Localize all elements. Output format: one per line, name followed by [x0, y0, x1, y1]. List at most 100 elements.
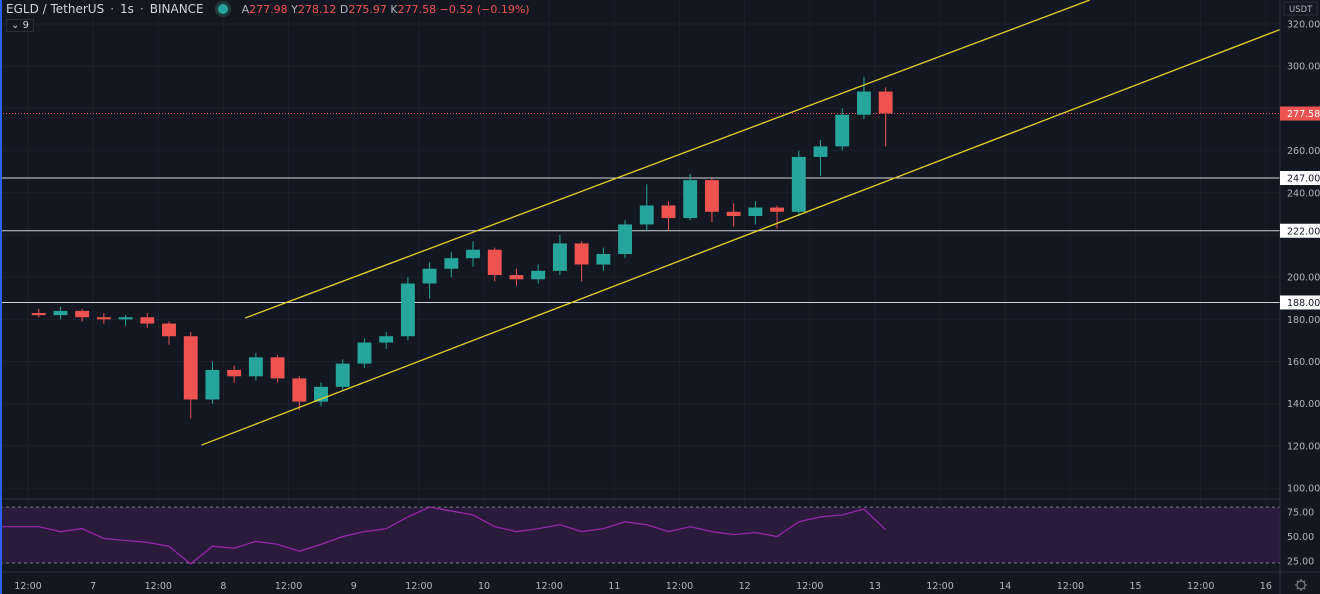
candle [379, 332, 394, 349]
time-tick-label: 12:00 [145, 581, 172, 592]
candle-body [140, 317, 155, 324]
candle [270, 355, 285, 383]
candle-body [31, 313, 46, 316]
candle [835, 108, 850, 151]
candle [205, 361, 220, 404]
price-tick-label: 180.00 [1287, 315, 1320, 326]
candle-body [357, 342, 372, 364]
candle [509, 268, 524, 286]
last-price-tag [1280, 106, 1320, 121]
candle [661, 201, 676, 231]
candle [813, 140, 828, 176]
candle-body [379, 336, 394, 343]
candle [704, 178, 719, 223]
candle-body [422, 268, 437, 284]
channel-trendline [201, 13, 1320, 446]
rsi-tick-label: 50.00 [1287, 532, 1314, 543]
candle-body [574, 243, 589, 265]
gear-icon-tooth [1296, 580, 1299, 583]
exchange: BINANCE [149, 2, 204, 16]
level-price-label: 247.00 [1287, 174, 1320, 185]
symbol-name[interactable]: EGLD / TetherUS [6, 2, 105, 16]
candle [118, 315, 133, 326]
candle [487, 247, 502, 282]
price-change: −0.52 (−0.19%) [439, 2, 530, 16]
time-tick-label: 13 [869, 581, 881, 592]
candle [878, 87, 893, 147]
time-tick-label: 11 [608, 581, 620, 592]
candle-body [270, 357, 285, 379]
candle-body [596, 253, 611, 265]
chevron-down-icon: ⌄ [11, 20, 20, 31]
candle-body [118, 317, 133, 320]
candle-body [227, 369, 242, 377]
candle-body [487, 249, 502, 276]
gear-icon[interactable] [1295, 579, 1307, 591]
candle [400, 277, 415, 341]
time-tick-label: 7 [90, 581, 96, 592]
candle [683, 173, 698, 221]
candle [292, 376, 307, 411]
currency-box [1283, 1, 1318, 16]
interval: 1s [120, 2, 134, 16]
time-tick-label: 12:00 [796, 581, 823, 592]
candle [314, 382, 328, 406]
price-tick-label: 260.00 [1287, 146, 1320, 157]
candle [96, 313, 111, 324]
candle-body [531, 270, 546, 280]
candle-body [748, 207, 763, 216]
ohlc-values: A277.98 Y278.12 D275.97 K277.58 −0.52 (−… [241, 2, 530, 16]
price-tick-label: 240.00 [1287, 188, 1320, 199]
candle-body [183, 336, 198, 400]
price-tick-label: 160.00 [1287, 357, 1320, 368]
candle-body [835, 114, 850, 147]
candle-body [292, 378, 307, 402]
candle-body [162, 323, 176, 337]
time-tick-label: 9 [351, 581, 357, 592]
time-tick-label: 12:00 [666, 581, 693, 592]
candle [552, 234, 567, 276]
rsi-tick-label: 25.00 [1287, 557, 1314, 568]
candle [335, 359, 350, 392]
time-tick-label: 12:00 [536, 581, 563, 592]
candle [444, 251, 459, 278]
price-tick-label: 320.00 [1287, 20, 1320, 31]
price-tick-label: 140.00 [1287, 399, 1320, 410]
candle-body [552, 243, 567, 271]
candle [531, 264, 546, 284]
time-tick-label: 12:00 [275, 581, 302, 592]
candle-body [856, 91, 871, 115]
level-price-label: 188.00 [1287, 298, 1320, 309]
candle [574, 241, 589, 282]
indicators-collapse-button[interactable]: ⌄ 9 [6, 19, 34, 32]
candle [856, 76, 871, 119]
time-tick-label: 16 [1260, 581, 1272, 592]
candle-body [509, 275, 524, 280]
symbol-legend: EGLD / TetherUS · 1s · BINANCE A277.98 Y27… [6, 2, 530, 16]
time-tick-label: 8 [220, 581, 226, 592]
level-price-label: 222.00 [1287, 226, 1320, 237]
price-tick-label: 200.00 [1287, 273, 1320, 284]
time-tick-label: 12:00 [1057, 581, 1084, 592]
rsi-band [0, 507, 1280, 563]
market-status-icon [217, 4, 228, 14]
candle [162, 321, 176, 345]
candle-body [878, 91, 893, 114]
candle [140, 313, 155, 328]
candle-body [335, 363, 350, 387]
time-tick-label: 12 [739, 581, 751, 592]
candle [53, 306, 68, 320]
channel-trendline [244, 0, 1091, 319]
candle-body [400, 283, 415, 337]
active-pane-indicator [0, 0, 2, 594]
level-price-tag [1280, 223, 1320, 238]
gear-icon-tooth [1303, 587, 1306, 590]
rsi-tick-label: 75.00 [1287, 508, 1314, 519]
candle [596, 247, 611, 271]
candle-body [444, 258, 459, 269]
candle [748, 201, 763, 225]
candle-body [96, 317, 111, 320]
currency-label: USDT [1289, 5, 1313, 15]
candle-body [53, 310, 68, 316]
